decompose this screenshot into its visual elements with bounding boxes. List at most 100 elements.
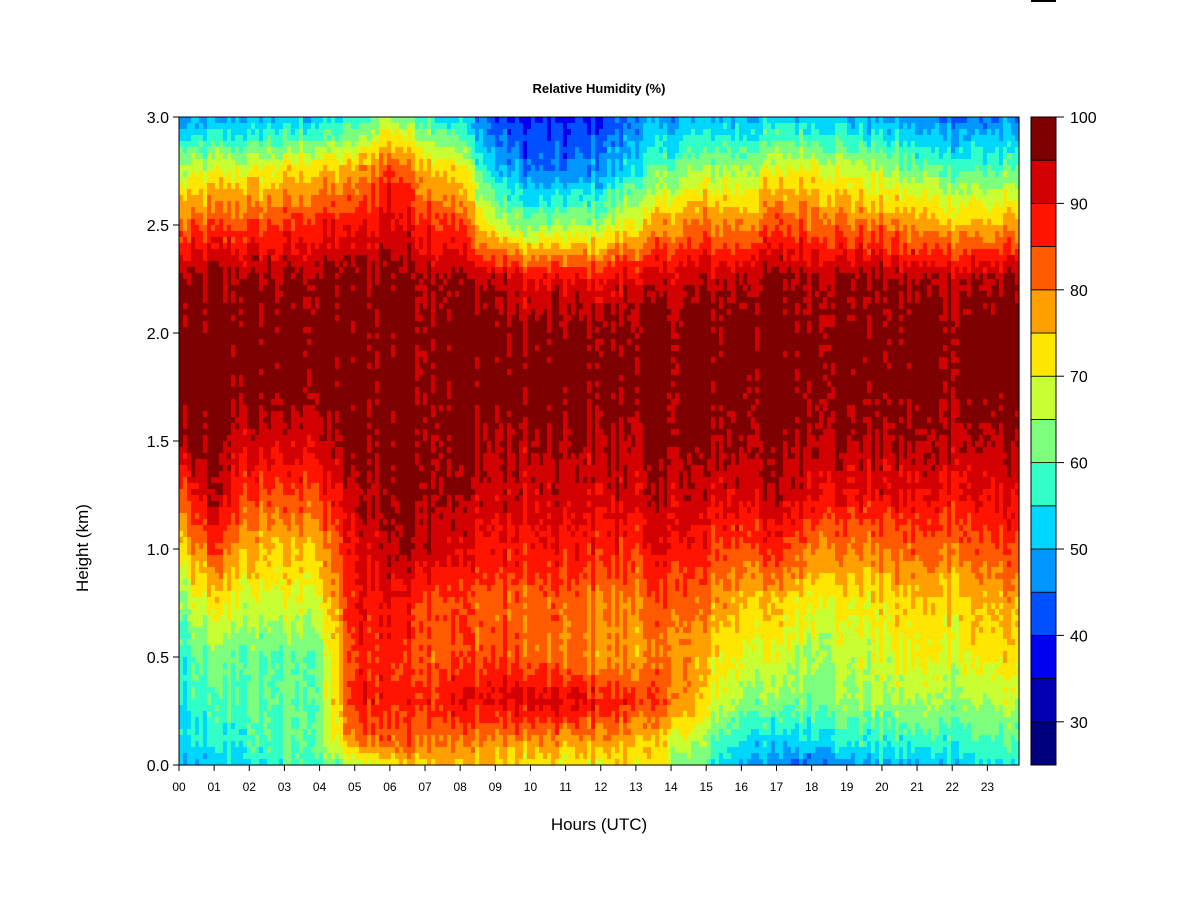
heatmap-cell [323, 477, 328, 484]
heatmap-cell [267, 657, 272, 664]
heatmap-cell [343, 351, 348, 358]
heatmap-cell [187, 261, 192, 268]
heatmap-cell [191, 411, 196, 418]
heatmap-cell [211, 621, 216, 628]
heatmap-cell [287, 525, 292, 532]
heatmap-cell [267, 165, 272, 172]
heatmap-cell [299, 147, 304, 154]
heatmap-cell [331, 465, 336, 472]
heatmap-cell [247, 345, 252, 352]
heatmap-cell [295, 291, 300, 298]
heatmap-cell [235, 357, 240, 364]
heatmap-cell [263, 555, 268, 562]
heatmap-cell [183, 267, 188, 274]
heatmap-cell [283, 375, 288, 382]
heatmap-cell [179, 525, 184, 532]
heatmap-cell [263, 387, 268, 394]
heatmap-cell [283, 471, 288, 478]
heatmap-cell [363, 243, 368, 250]
heatmap-cell [331, 387, 336, 394]
heatmap-cell [283, 609, 288, 616]
heatmap-cell [283, 621, 288, 628]
heatmap-cell [343, 537, 348, 544]
heatmap-cell [231, 195, 236, 202]
heatmap-cell [327, 135, 332, 142]
heatmap-cell [311, 597, 316, 604]
heatmap-cell [359, 177, 364, 184]
heatmap-cell [323, 471, 328, 478]
heatmap-cell [315, 693, 320, 700]
heatmap-cell [351, 303, 356, 310]
heatmap-cell [231, 357, 236, 364]
heatmap-cell [355, 759, 360, 766]
heatmap-cell [191, 399, 196, 406]
heatmap-cell [211, 477, 216, 484]
heatmap-cell [287, 435, 292, 442]
heatmap-cell [239, 141, 244, 148]
heatmap-cell [275, 603, 280, 610]
heatmap-cell [267, 237, 272, 244]
heatmap-cell [283, 135, 288, 142]
heatmap-cell [263, 345, 268, 352]
heatmap-cell [203, 279, 208, 286]
heatmap-cell [283, 465, 288, 472]
heatmap-cell [211, 453, 216, 460]
heatmap-cell [347, 315, 352, 322]
heatmap-cell [187, 543, 192, 550]
heatmap-cell [287, 387, 292, 394]
heatmap-cell [219, 159, 224, 166]
heatmap-cell [331, 141, 336, 148]
heatmap-cell [207, 747, 212, 754]
heatmap-cell [347, 381, 352, 388]
heatmap-cell [319, 591, 324, 598]
heatmap-cell [347, 393, 352, 400]
heatmap-cell [311, 249, 316, 256]
heatmap-cell [315, 249, 320, 256]
heatmap-cell [219, 603, 224, 610]
heatmap-cell [179, 627, 184, 634]
heatmap-cell [199, 513, 204, 520]
heatmap-cell [291, 663, 296, 670]
heatmap-cell [331, 285, 336, 292]
heatmap-cell [271, 459, 276, 466]
heatmap-cell [187, 573, 192, 580]
heatmap-cell [331, 567, 336, 574]
heatmap-cell [315, 393, 320, 400]
heatmap-cell [243, 327, 248, 334]
heatmap-cell [267, 123, 272, 130]
heatmap-cell [219, 249, 224, 256]
heatmap-cell [251, 741, 256, 748]
heatmap-cell [343, 675, 348, 682]
heatmap-cell [303, 387, 308, 394]
heatmap-cell [187, 315, 192, 322]
heatmap-cell [323, 243, 328, 250]
heatmap-cell [319, 729, 324, 736]
heatmap-cell [355, 615, 360, 622]
heatmap-cell [323, 561, 328, 568]
heatmap-cell [207, 477, 212, 484]
heatmap-cell [287, 519, 292, 526]
heatmap-cell [275, 243, 280, 250]
heatmap-cell [279, 513, 284, 520]
heatmap-cell [287, 363, 292, 370]
heatmap-cell [199, 711, 204, 718]
heatmap-cell [263, 117, 268, 124]
heatmap-cell [279, 255, 284, 262]
heatmap-cell [339, 459, 344, 466]
heatmap-cell [219, 399, 224, 406]
heatmap-cell [211, 435, 216, 442]
heatmap-cell [355, 675, 360, 682]
heatmap-cell [219, 303, 224, 310]
heatmap-cell [283, 417, 288, 424]
heatmap-cell [299, 513, 304, 520]
heatmap-cell [299, 723, 304, 730]
heatmap-cell [279, 561, 284, 568]
heatmap-cell [295, 249, 300, 256]
heatmap-cell [291, 327, 296, 334]
heatmap-cell [231, 753, 236, 760]
heatmap-cell [207, 435, 212, 442]
heatmap-cell [275, 579, 280, 586]
heatmap-cell [299, 225, 304, 232]
heatmap-cell [251, 663, 256, 670]
heatmap-cell [335, 555, 340, 562]
